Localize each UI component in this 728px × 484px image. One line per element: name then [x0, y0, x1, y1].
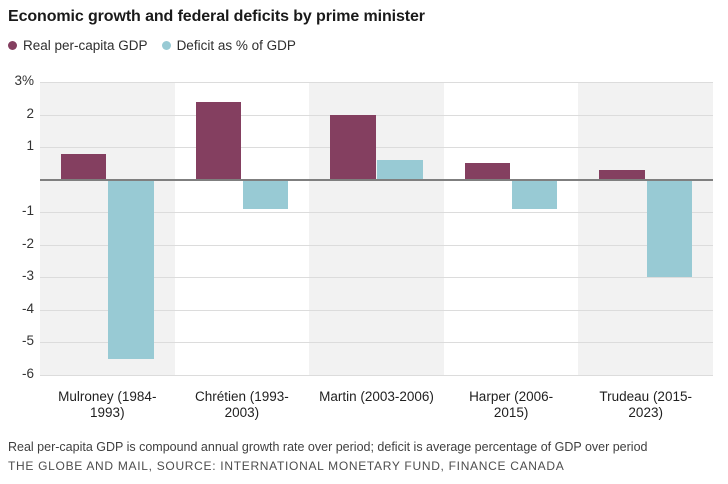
gdp-bar-3	[464, 163, 511, 180]
y-axis-tick-label: -1	[21, 203, 34, 219]
y-axis-tick-label: -6	[21, 366, 34, 381]
gridline	[40, 375, 713, 376]
deficit-bar-1	[242, 179, 289, 209]
x-axis-category-label: Mulroney (1984-1993)	[58, 389, 157, 421]
x-axis-category-label: Trudeau (2015-2023)	[599, 389, 692, 421]
chart-title: Economic growth and federal deficits by …	[8, 8, 425, 25]
gridline	[40, 82, 713, 83]
y-axis-tick-label: -4	[21, 300, 34, 316]
footnote: Real per-capita GDP is compound annual g…	[8, 440, 648, 454]
gdp-legend-dot-icon	[8, 41, 17, 50]
legend-item-label: Real per-capita GDP	[23, 38, 148, 53]
x-axis-category-label: Harper (2006-2015)	[469, 389, 554, 421]
y-axis-tick-label: 3%	[14, 73, 34, 88]
legend: Real per-capita GDP Deficit as % of GDP	[8, 38, 296, 53]
y-axis-tick-label: -5	[21, 333, 34, 349]
legend-item-gdp: Real per-capita GDP	[8, 38, 148, 53]
y-axis-tick-label: -3	[21, 268, 34, 284]
deficit-bar-0	[108, 179, 154, 359]
deficit-legend-dot-icon	[161, 41, 171, 50]
deficit-bar-3	[511, 179, 558, 209]
category-band	[443, 82, 579, 375]
gdp-bar-1	[195, 101, 242, 180]
source-credit: THE GLOBE AND MAIL, SOURCE: INTERNATIONA…	[8, 459, 565, 473]
x-axis-category-label: Chrétien (1993-2003)	[194, 389, 289, 421]
y-axis-tick-label: 2	[26, 105, 34, 121]
gdp-bar-0	[60, 153, 107, 180]
y-axis-tick-label: -2	[21, 235, 34, 251]
gridline	[40, 342, 713, 344]
deficit-bar-4	[646, 179, 693, 278]
gridline	[40, 114, 713, 116]
gdp-bar-4	[599, 169, 645, 180]
deficit-bar-2	[377, 160, 423, 180]
gdp-bar-2	[330, 114, 376, 180]
legend-item-label: Deficit as % of GDP	[176, 38, 296, 53]
plot-area	[40, 82, 713, 376]
gridline	[40, 244, 713, 246]
zero-axis-line	[40, 178, 713, 181]
legend-item-deficit: Deficit as % of GDP	[161, 38, 296, 53]
gridline	[40, 309, 713, 311]
gridline	[40, 212, 713, 214]
gridline	[40, 147, 713, 149]
y-axis-tick-label: 1	[26, 138, 34, 154]
gridline	[40, 277, 713, 279]
x-axis-category-label: Martin (2003-2006)	[319, 389, 434, 404]
